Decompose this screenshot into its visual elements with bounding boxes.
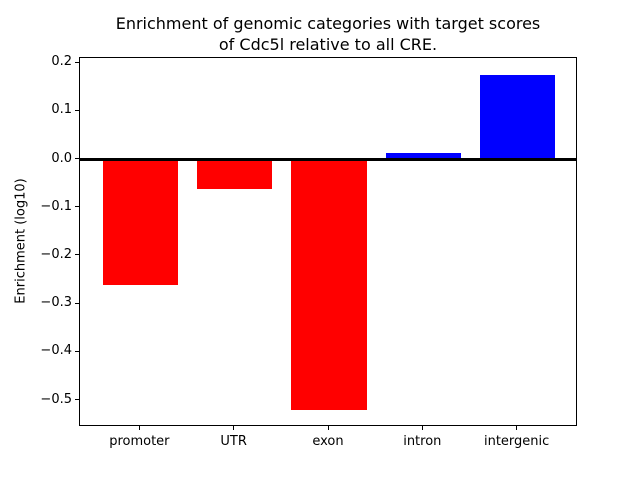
x-tick-UTR [233, 426, 235, 430]
zero-line [80, 158, 576, 161]
bar-intron [385, 153, 462, 160]
chart-title: Enrichment of genomic categories with ta… [115, 14, 541, 54]
y-tick-label-0.0: 0.0 [51, 150, 72, 166]
y-tick-0.1 [75, 109, 79, 111]
y-tick-label-0.2: 0.2 [51, 54, 72, 70]
y-tick-label-−0.2: −0.2 [40, 246, 72, 262]
bar-UTR [196, 159, 273, 189]
x-tick-intergenic [516, 426, 518, 430]
y-tick-label-0.1: 0.1 [51, 102, 72, 118]
x-tick-promoter [138, 426, 140, 430]
bar-exon [291, 159, 367, 411]
y-tick-0.2 [75, 61, 79, 63]
y-axis-label: Enrichment (log10) [13, 178, 29, 304]
y-tick-−0.2 [75, 254, 79, 256]
bar-intergenic [479, 74, 556, 160]
x-tick-exon [327, 426, 329, 430]
y-tick-−0.3 [75, 302, 79, 304]
y-tick-−0.5 [75, 399, 79, 401]
x-tick-label-exon: exon [312, 434, 344, 449]
y-tick-label-−0.4: −0.4 [40, 343, 72, 359]
y-tick-0.0 [75, 158, 79, 160]
y-tick-label-−0.1: −0.1 [40, 198, 72, 214]
y-tick-label-−0.5: −0.5 [40, 391, 72, 407]
bar-promoter [102, 159, 179, 285]
y-tick-label-−0.3: −0.3 [40, 295, 72, 311]
x-tick-label-intergenic: intergenic [483, 434, 550, 449]
x-tick-label-intron: intron [403, 434, 442, 449]
y-tick-−0.4 [75, 350, 79, 352]
x-tick-label-promoter: promoter [109, 434, 170, 449]
x-tick-intron [421, 426, 423, 430]
x-tick-label-UTR: UTR [220, 434, 247, 449]
y-tick-−0.1 [75, 206, 79, 208]
plot-area [79, 57, 577, 426]
